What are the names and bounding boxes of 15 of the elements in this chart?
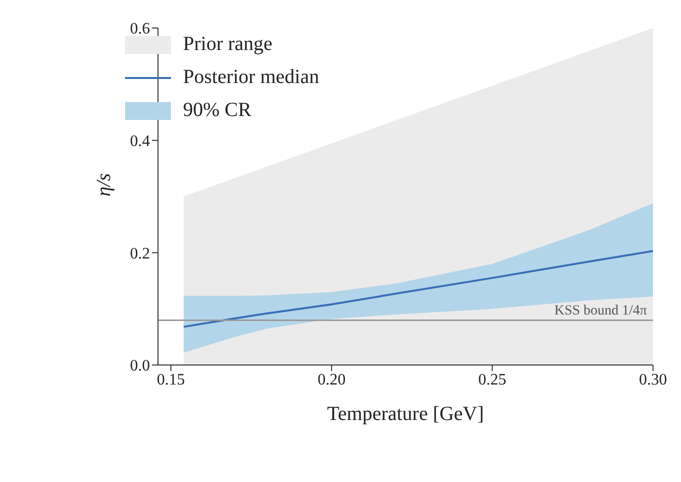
line-series	[182, 250, 653, 328]
y-axis-title: η/s	[93, 173, 116, 196]
y-tick-label: 0.0	[130, 358, 150, 375]
y-tick-label: 0.2	[130, 245, 150, 262]
y-tick-label: 0.6	[130, 20, 150, 38]
x-tick-label: 0.30	[639, 371, 667, 388]
ref-line-label: KSS bound 1/4π	[554, 303, 647, 318]
x-axis-title: Temperature [GeV]	[327, 403, 484, 425]
x-tick-label: 0.25	[478, 371, 506, 388]
y-tick-label: 0.4	[130, 133, 150, 150]
annotation: 90% CR	[183, 99, 252, 122]
x-tick-label: 0.20	[318, 371, 346, 388]
legend-label: Prior range	[183, 33, 272, 56]
x-tick-label: 0.15	[156, 371, 185, 388]
legend-label: Posterior median	[183, 66, 320, 89]
